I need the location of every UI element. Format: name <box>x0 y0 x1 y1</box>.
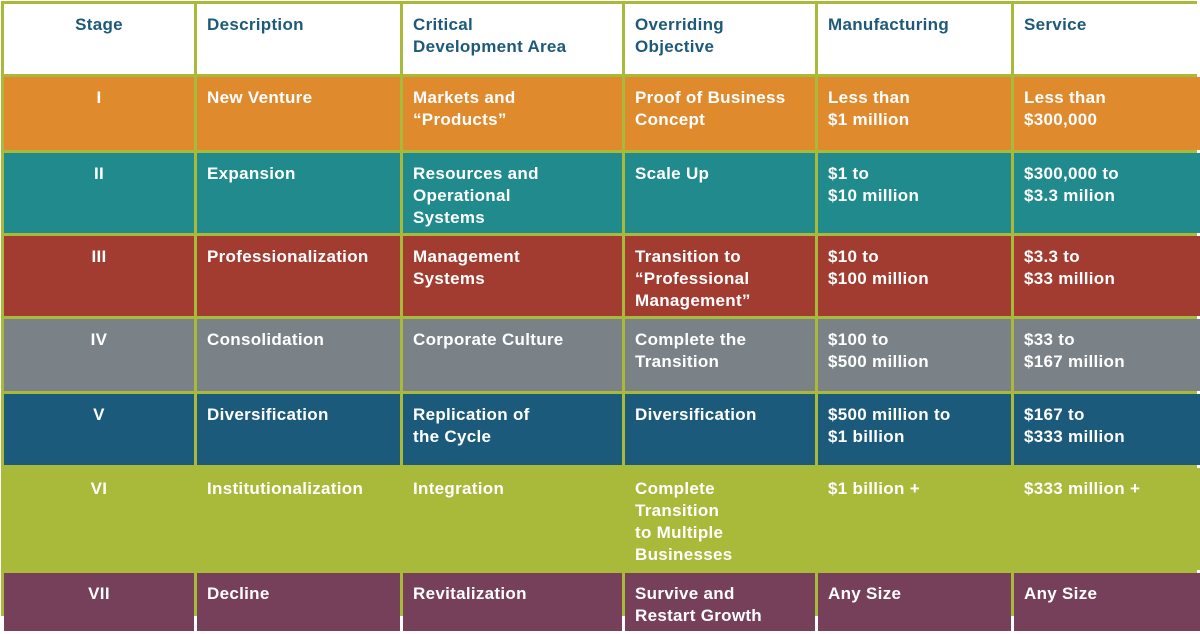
cell-critical-area: Integration <box>403 468 622 570</box>
cell-critical-area: Revitalization <box>403 573 622 631</box>
cell-manufacturing: $500 million to $1 billion <box>818 394 1011 465</box>
cell-stage: VII <box>4 573 194 631</box>
cell-manufacturing: $1 billion + <box>818 468 1011 570</box>
cell-service: Any Size <box>1014 573 1200 631</box>
cell-stage: VI <box>4 468 194 570</box>
cell-description: Institutionalization <box>197 468 400 570</box>
cell-stage: III <box>4 236 194 316</box>
cell-stage: II <box>4 153 194 233</box>
cell-manufacturing: $1 to $10 million <box>818 153 1011 233</box>
header-description: Description <box>197 4 400 74</box>
cell-description: Expansion <box>197 153 400 233</box>
cell-critical-area: Resources and Operational Systems <box>403 153 622 233</box>
cell-description: Diversification <box>197 394 400 465</box>
header-critical-development-area: Critical Development Area <box>403 4 622 74</box>
table-header-row: Stage Description Critical Development A… <box>4 4 1200 74</box>
table-row: II Expansion Resources and Operational S… <box>4 153 1200 233</box>
cell-objective: Transition to “Professional Management” <box>625 236 815 316</box>
cell-service: $333 million + <box>1014 468 1200 570</box>
cell-objective: Scale Up <box>625 153 815 233</box>
cell-description: New Venture <box>197 77 400 150</box>
table-row: VI Institutionalization Integration Comp… <box>4 468 1200 570</box>
cell-service: $3.3 to $33 million <box>1014 236 1200 316</box>
cell-objective: Proof of Business Concept <box>625 77 815 150</box>
header-manufacturing: Manufacturing <box>818 4 1011 74</box>
cell-manufacturing: $10 to $100 million <box>818 236 1011 316</box>
cell-manufacturing: Less than $1 million <box>818 77 1011 150</box>
cell-manufacturing: $100 to $500 million <box>818 319 1011 391</box>
cell-stage: V <box>4 394 194 465</box>
header-service: Service <box>1014 4 1200 74</box>
cell-service: $300,000 to $3.3 milion <box>1014 153 1200 233</box>
cell-stage: I <box>4 77 194 150</box>
header-overriding-objective: Overriding Objective <box>625 4 815 74</box>
cell-description: Professionalization <box>197 236 400 316</box>
cell-objective: Complete Transition to Multiple Business… <box>625 468 815 570</box>
cell-objective: Diversification <box>625 394 815 465</box>
cell-critical-area: Replication of the Cycle <box>403 394 622 465</box>
cell-service: Less than $300,000 <box>1014 77 1200 150</box>
cell-service: $167 to $333 million <box>1014 394 1200 465</box>
cell-manufacturing: Any Size <box>818 573 1011 631</box>
cell-service: $33 to $167 million <box>1014 319 1200 391</box>
cell-critical-area: Markets and “Products” <box>403 77 622 150</box>
cell-objective: Complete the Transition <box>625 319 815 391</box>
cell-description: Consolidation <box>197 319 400 391</box>
table-row: III Professionalization Management Syste… <box>4 236 1200 316</box>
cell-critical-area: Corporate Culture <box>403 319 622 391</box>
cell-description: Decline <box>197 573 400 631</box>
header-stage: Stage <box>4 4 194 74</box>
table-row: IV Consolidation Corporate Culture Compl… <box>4 319 1200 391</box>
cell-stage: IV <box>4 319 194 391</box>
cell-critical-area: Management Systems <box>403 236 622 316</box>
table-row: VII Decline Revitalization Survive and R… <box>4 573 1200 631</box>
table-row: V Diversification Replication of the Cyc… <box>4 394 1200 465</box>
table-row: I New Venture Markets and “Products” Pro… <box>4 77 1200 150</box>
cell-objective: Survive and Restart Growth <box>625 573 815 631</box>
